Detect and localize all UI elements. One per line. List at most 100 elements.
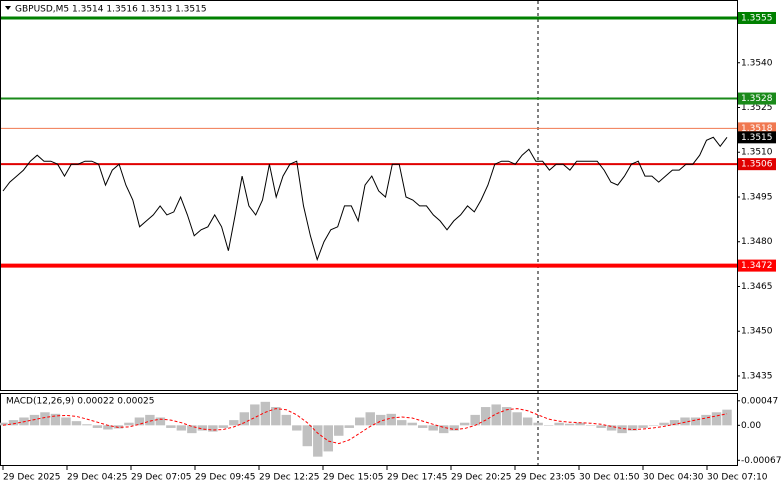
macd-bar [543,425,554,426]
macd-bar [344,425,354,428]
macd-bar [575,422,585,426]
macd-bar [271,407,281,426]
macd-bar [239,412,250,426]
macd-bar [71,421,82,426]
macd-bar [40,412,50,426]
level-label: 1.3472 [741,261,773,271]
macd-bar [176,425,187,431]
macd-bar [501,407,512,426]
level-label-bg [738,259,776,272]
macd-bar [522,417,533,426]
level-label: 1.3528 [741,94,773,104]
y-tick-label: -0.00067 [741,456,781,466]
macd-bar [323,425,333,452]
macd-bar [680,417,690,426]
macd-bar [0,422,8,426]
macd-title: MACD(12,26,9) 0.00022 0.00025 [6,397,155,407]
macd-bar [113,425,124,429]
macd-bar [701,414,711,426]
macd-bar [512,412,522,426]
macd-bar [564,423,575,426]
macd-bar [197,425,208,431]
macd-bar [229,420,239,426]
y-tick-label: 1.3510 [741,148,773,158]
macd-bar [669,420,680,426]
macd-bar [428,425,438,431]
macd-bar [103,425,113,430]
macd-bar [208,425,218,432]
y-tick-label: 1.3465 [741,282,773,292]
macd-bar [313,425,323,457]
last-price-bg [738,131,776,144]
macd-bar [386,413,396,426]
x-tick-label: 29 Dec 15:05 [323,473,384,483]
macd-bar [355,417,365,426]
macd-bar [470,414,480,426]
main-panel [0,0,738,391]
macd-bar [365,412,375,426]
macd-bar [438,425,449,434]
macd-bar [50,413,61,426]
x-tick-label: 29 Dec 12:25 [259,473,320,483]
macd-bar [250,404,260,426]
y-tick-label: 1.3480 [741,237,773,247]
macd-bar [638,425,648,428]
macd-bar [554,422,564,426]
signal-line [2,408,728,445]
level-label: 1.3555 [741,14,773,24]
macd-bar [61,417,71,426]
chart-title: GBPUSD,M5 1.3514 1.3516 1.3513 1.3515 [15,5,207,15]
macd-bar [648,425,659,426]
macd-bar [585,425,596,426]
macd-bar [459,422,470,426]
x-tick-label: 29 Dec 2025 [3,473,61,483]
y-tick-label: 0.00047 [741,396,778,406]
macd-bar [659,422,669,426]
macd-bar [627,425,638,431]
y-tick-label: 1.3525 [741,103,773,113]
price-line [2,136,728,262]
macd-bar [376,414,386,426]
macd-bar [407,422,417,426]
macd-bar [480,407,491,426]
x-tick-label: 29 Dec 23:05 [515,473,576,483]
macd-bar [711,412,722,426]
macd-bar [449,425,459,431]
macd-bar [187,425,197,434]
x-tick-label: 29 Dec 07:05 [131,473,192,483]
macd-bar [491,404,501,426]
x-tick-label: 29 Dec 17:45 [387,473,448,483]
macd-bar [82,424,92,426]
x-tick-label: 30 Dec 01:50 [579,473,640,483]
macd-bar [134,417,145,426]
level-label-bg [738,12,776,25]
y-tick-label: 1.3495 [741,192,773,202]
y-tick-label: 1.3435 [741,371,773,381]
macd-bar [617,425,627,434]
x-tick-label: 30 Dec 07:10 [707,473,768,483]
macd-bar [281,414,292,426]
level-label-bg [738,92,776,105]
x-tick-label: 29 Dec 20:25 [451,473,512,483]
macd-bar [260,401,271,426]
x-tick-label: 29 Dec 04:25 [67,473,128,483]
y-tick-label: 1.3540 [741,58,773,68]
macd-bar [417,425,428,428]
macd-bar [533,422,543,426]
macd-bar [145,414,155,426]
x-tick-label: 30 Dec 04:30 [643,473,704,483]
macd-bar [302,425,313,447]
menu-icon [5,6,11,10]
macd-bar [606,425,617,431]
macd-bar [596,425,606,428]
last-price-label: 1.3515 [741,133,773,143]
level-label: 1.3506 [741,160,773,170]
x-tick-label: 29 Dec 09:45 [195,473,256,483]
macd-bar [292,425,302,431]
y-tick-label: 0.00 [741,421,761,431]
y-tick-label: 1.3450 [741,327,773,337]
macd-bar [218,425,229,428]
macd-bar [155,417,166,426]
macd-bar [124,422,134,426]
